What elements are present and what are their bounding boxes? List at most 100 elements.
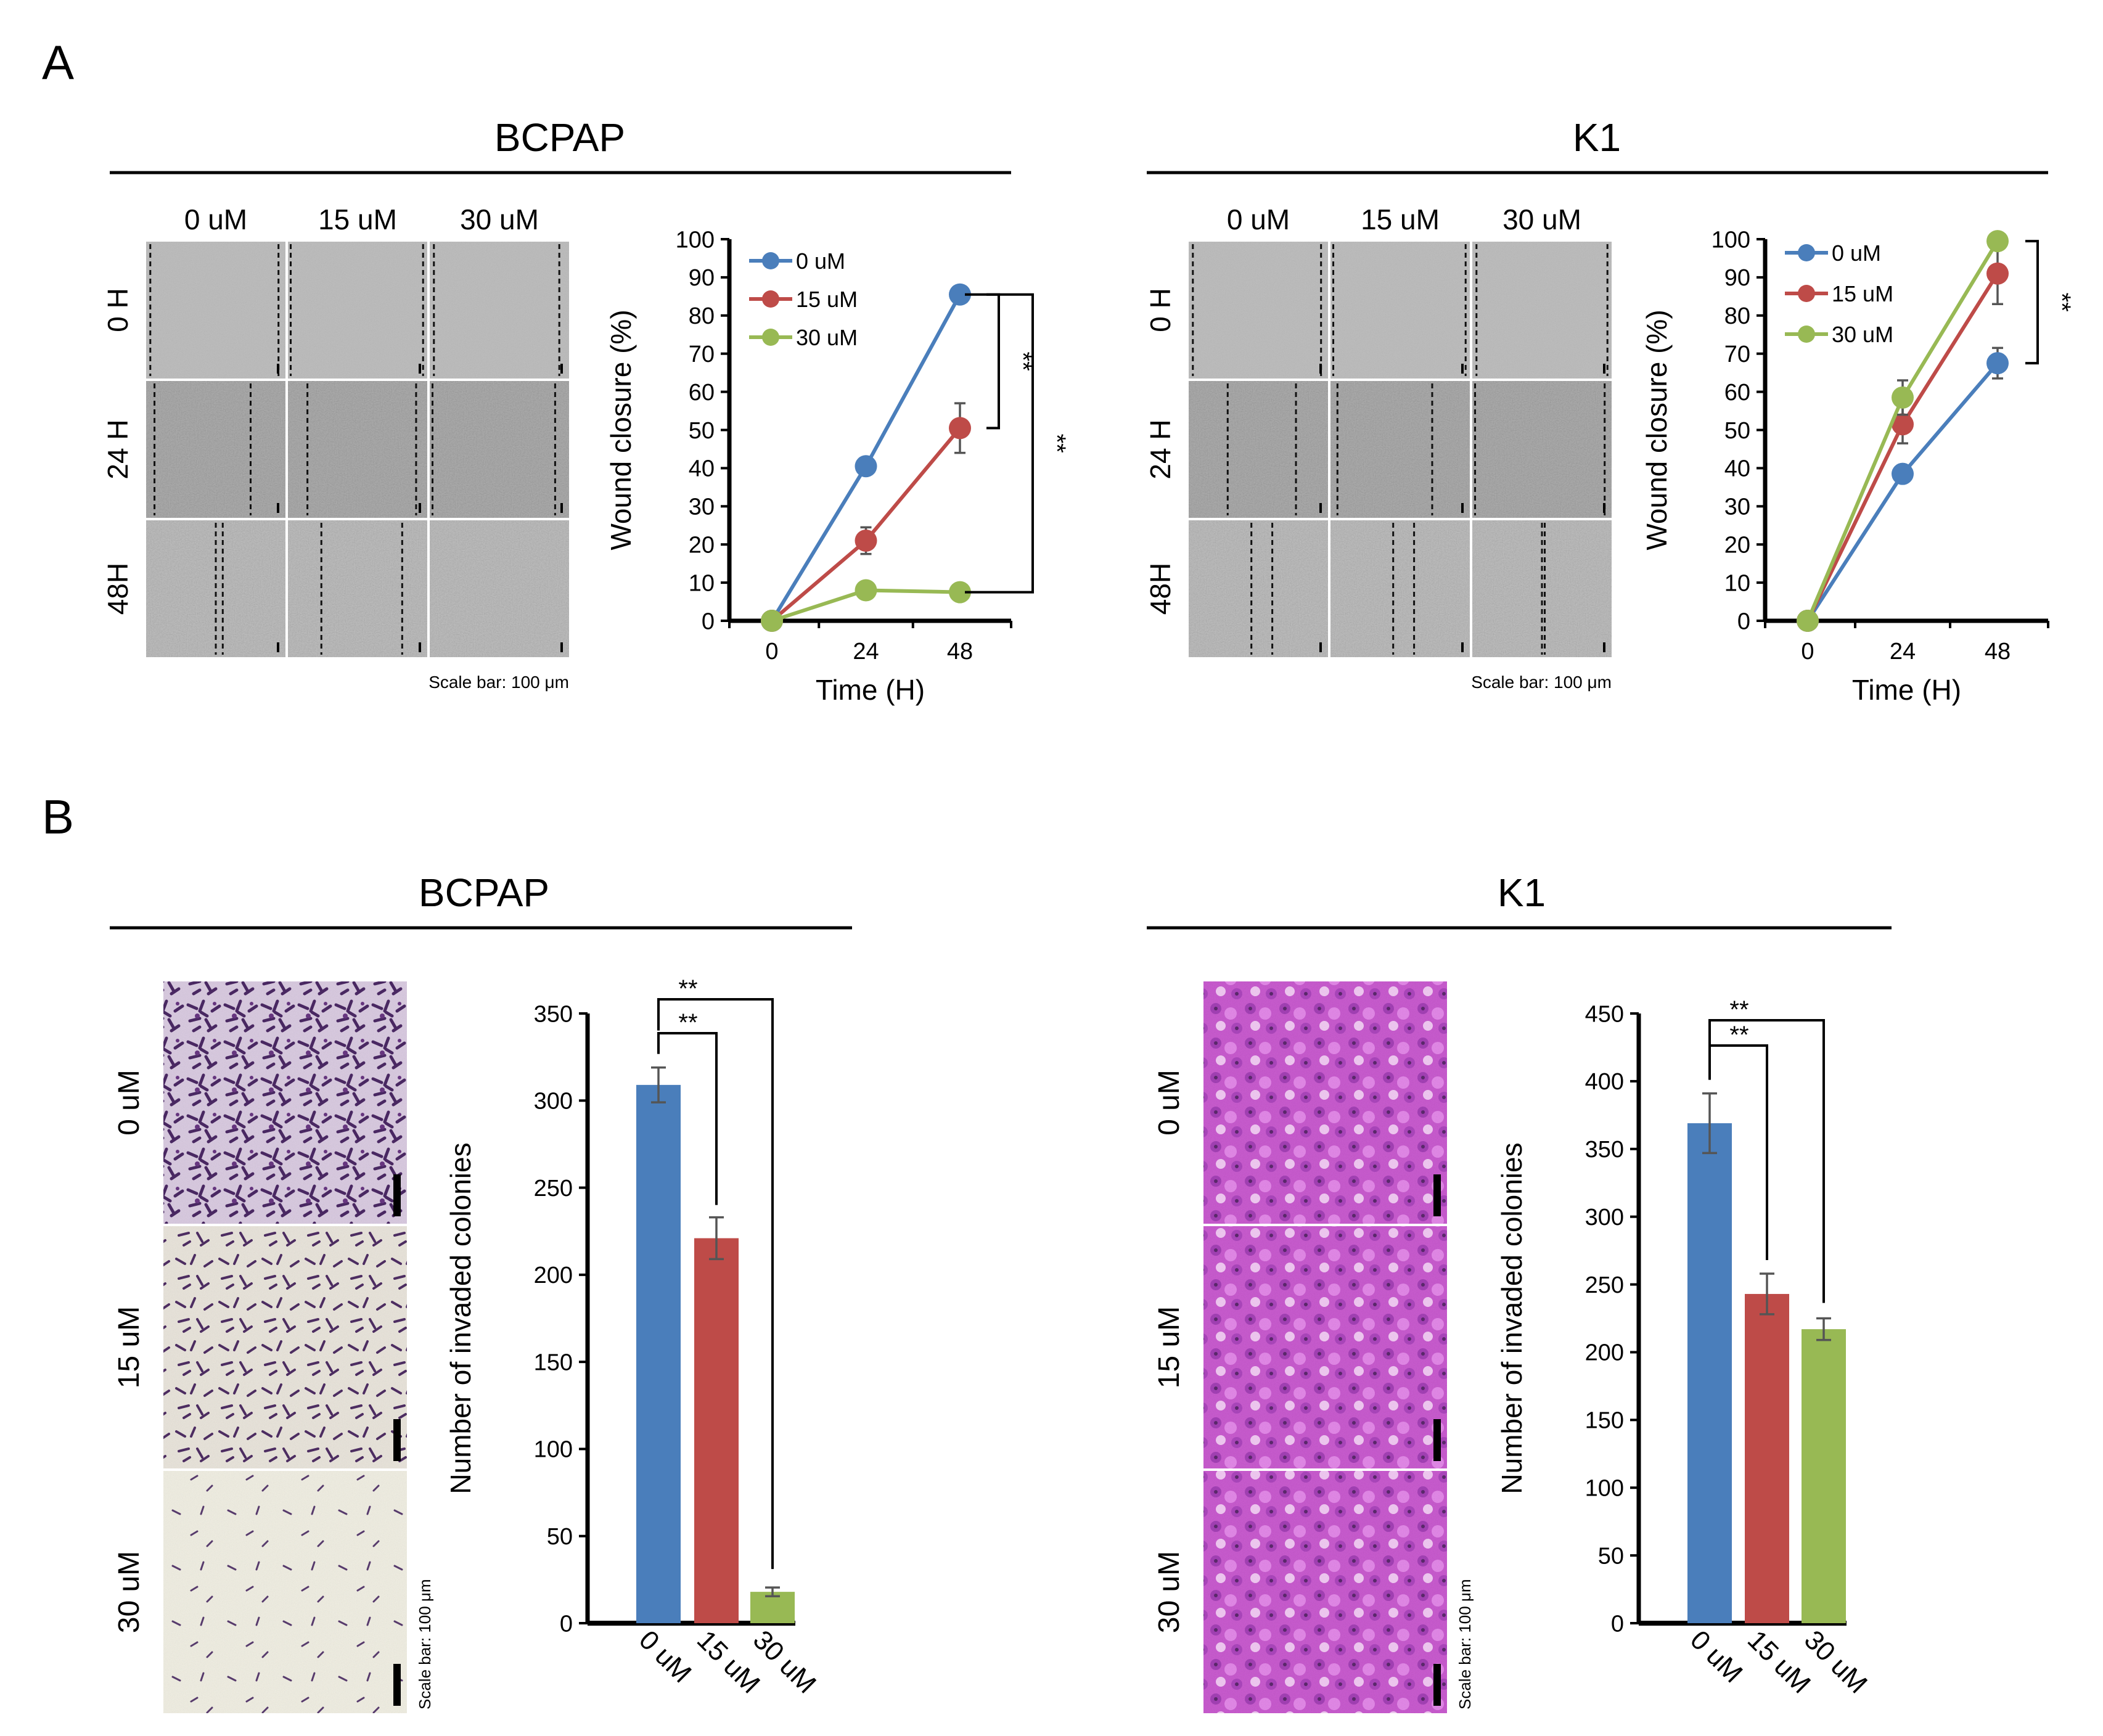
a-bcpap-micrograph-texture bbox=[430, 242, 569, 379]
b-k1-row-label: 15 uM bbox=[1153, 1306, 1186, 1388]
b-bcpap-x-tick-label: 15 uM bbox=[691, 1624, 766, 1699]
a-k1-micrograph-texture bbox=[1472, 242, 1612, 379]
a-bcpap-col-label: 0 uM bbox=[184, 203, 247, 235]
b-bcpap-micrograph-texture bbox=[163, 981, 407, 1224]
a-bcpap-legend-marker bbox=[762, 329, 779, 346]
b-bcpap-significance-bracket bbox=[657, 998, 774, 1570]
b-bcpap-bar-0 bbox=[636, 1084, 681, 1623]
b-bcpap-significance-label: ** bbox=[678, 975, 697, 1002]
b-bcpap-micrograph-texture bbox=[163, 1471, 407, 1713]
b-k1-y-tick-label: 450 bbox=[1585, 1001, 1624, 1027]
a-k1-micrograph-texture bbox=[1189, 520, 1328, 657]
a-k1-legend-marker bbox=[1798, 244, 1815, 261]
b-bcpap-x-tick-label: 0 uM bbox=[633, 1624, 697, 1689]
b-k1-significance-label: ** bbox=[1729, 1022, 1748, 1049]
b-k1-y-tick-label: 200 bbox=[1585, 1340, 1624, 1366]
b-bcpap-y-tick-label: 50 bbox=[547, 1524, 573, 1550]
header-b-k1: K1 bbox=[1498, 870, 1546, 915]
b-k1-y-tick-label: 300 bbox=[1585, 1205, 1624, 1230]
b-k1-scale-bar bbox=[1433, 1174, 1441, 1216]
a-k1-y-tick-label: 80 bbox=[1724, 303, 1750, 329]
b-k1-y-tick-label: 400 bbox=[1585, 1069, 1624, 1095]
a-bcpap-legend-marker bbox=[762, 290, 779, 308]
b-k1-y-tick-label: 350 bbox=[1585, 1137, 1624, 1163]
a-k1-x-tick-label: 24 bbox=[1890, 639, 1916, 665]
a-bcpap-legend-marker bbox=[762, 252, 779, 269]
a-bcpap-legend-label: 0 uM bbox=[796, 248, 845, 274]
a-k1-point bbox=[1986, 230, 2009, 253]
a-k1-micrograph-texture bbox=[1472, 381, 1612, 518]
a-bcpap-x-tick-label: 48 bbox=[947, 639, 973, 665]
a-bcpap-y-axis-label: Wound closure (%) bbox=[605, 309, 637, 550]
b-k1-micrograph-texture bbox=[1203, 1226, 1447, 1468]
b-k1-scale-text: Scale bar: 100 μm bbox=[1456, 1579, 1474, 1709]
a-k1-scale-text: Scale bar: 100 μm bbox=[1471, 673, 1612, 692]
b-k1-row-label: 0 uM bbox=[1153, 1070, 1186, 1136]
b-bcpap-row-label: 15 uM bbox=[113, 1306, 146, 1388]
a-bcpap-micrograph-texture bbox=[430, 381, 569, 518]
b-k1-y-tick-label: 50 bbox=[1598, 1543, 1624, 1569]
header-b-bcpap: BCPAP bbox=[419, 870, 549, 915]
b-bcpap-x-tick-label: 30 uM bbox=[747, 1624, 822, 1699]
b-k1-x-tick-label: 15 uM bbox=[1742, 1624, 1816, 1699]
a-bcpap-micrograph-texture bbox=[146, 242, 285, 379]
b-bcpap-micrograph-texture bbox=[163, 1226, 407, 1468]
a-bcpap-significance-bracket bbox=[965, 293, 1034, 594]
a-k1-micrograph-texture bbox=[1330, 381, 1470, 518]
b-bcpap-chart: 0 50 100 150 200 250 300 350 Number of invaded c… bbox=[445, 975, 822, 1700]
b-bcpap-significance-label: ** bbox=[678, 1009, 697, 1036]
a-bcpap-point bbox=[855, 530, 877, 552]
a-bcpap-micrograph-texture bbox=[146, 381, 285, 518]
a-bcpap-row-label: 24 H bbox=[102, 419, 134, 479]
a-k1-row-label: 48H bbox=[1144, 563, 1176, 615]
a-k1-y-tick-label: 20 bbox=[1724, 533, 1750, 559]
a-k1-y-tick-label: 60 bbox=[1724, 380, 1750, 406]
a-bcpap-col-label: 30 uM bbox=[460, 203, 539, 235]
a-bcpap-y-tick-label: 10 bbox=[689, 570, 715, 596]
header-a-bcpap: BCPAP bbox=[494, 115, 625, 160]
a-k1-y-tick-label: 40 bbox=[1724, 456, 1750, 482]
b-k1-bar-0 bbox=[1687, 1123, 1732, 1623]
b-bcpap-scale-bar bbox=[393, 1664, 401, 1706]
a-bcpap-point bbox=[949, 581, 971, 604]
a-k1-y-tick-label: 50 bbox=[1724, 418, 1750, 444]
b-k1-bar-1 bbox=[1745, 1293, 1789, 1623]
b-k1-significance-bracket bbox=[1708, 1019, 1825, 1303]
b-bcpap-y-tick-label: 300 bbox=[534, 1089, 573, 1115]
b-bcpap-y-tick-label: 200 bbox=[534, 1263, 573, 1288]
b-k1-y-tick-label: 0 bbox=[1611, 1611, 1624, 1637]
b-bcpap-scale-bar bbox=[393, 1174, 401, 1216]
a-bcpap-point bbox=[855, 455, 877, 478]
a-bcpap-y-tick-label: 30 bbox=[689, 494, 715, 520]
a-k1-y-tick-label: 100 bbox=[1712, 227, 1750, 253]
b-k1-micrograph-stack: 0 uM 15 uM 30 uM Scale bar: 100 μm bbox=[1153, 981, 1474, 1713]
a-k1-legend-label: 15 uM bbox=[1832, 281, 1893, 306]
b-k1-bar-2 bbox=[1802, 1329, 1846, 1623]
b-bcpap-y-tick-label: 350 bbox=[534, 1001, 573, 1027]
a-bcpap-y-tick-label: 60 bbox=[689, 380, 715, 406]
a-bcpap-significance-label: ** bbox=[1043, 434, 1070, 453]
a-k1-y-tick-label: 10 bbox=[1724, 570, 1750, 596]
a-bcpap-chart: 0 10 20 30 40 50 60 70 80 90 100 0 24 48 Time (H) Wound… bbox=[605, 227, 1070, 706]
b-k1-micrograph-texture bbox=[1203, 981, 1447, 1224]
a-bcpap-point bbox=[855, 579, 877, 602]
b-bcpap-significance-bracket bbox=[657, 1032, 718, 1205]
a-k1-x-tick-label: 48 bbox=[1985, 639, 2011, 665]
a-k1-x-axis-label: Time (H) bbox=[1852, 674, 1961, 706]
b-k1-significance-label: ** bbox=[1729, 996, 1748, 1023]
a-k1-micrograph-texture bbox=[1189, 381, 1328, 518]
a-bcpap-micrograph-texture bbox=[430, 520, 569, 657]
b-k1-x-tick-label: 30 uM bbox=[1798, 1624, 1873, 1699]
b-k1-y-axis-label: Number of invaded colonies bbox=[1496, 1142, 1528, 1494]
a-bcpap-y-tick-label: 20 bbox=[689, 533, 715, 559]
a-bcpap-y-tick-label: 70 bbox=[689, 342, 715, 367]
b-k1-y-tick-label: 250 bbox=[1585, 1272, 1624, 1298]
panel-label-b: B bbox=[42, 790, 74, 844]
a-k1-legend-label: 0 uM bbox=[1832, 240, 1881, 266]
a-bcpap-col-label: 15 uM bbox=[318, 203, 397, 235]
b-bcpap-micrograph-stack: 0 uM 15 uM 30 uM Scale bar: 100 μm bbox=[113, 981, 434, 1713]
a-k1-point bbox=[1892, 462, 1914, 485]
panel-label-a: A bbox=[42, 35, 74, 89]
b-bcpap-scale-bar bbox=[393, 1419, 401, 1461]
